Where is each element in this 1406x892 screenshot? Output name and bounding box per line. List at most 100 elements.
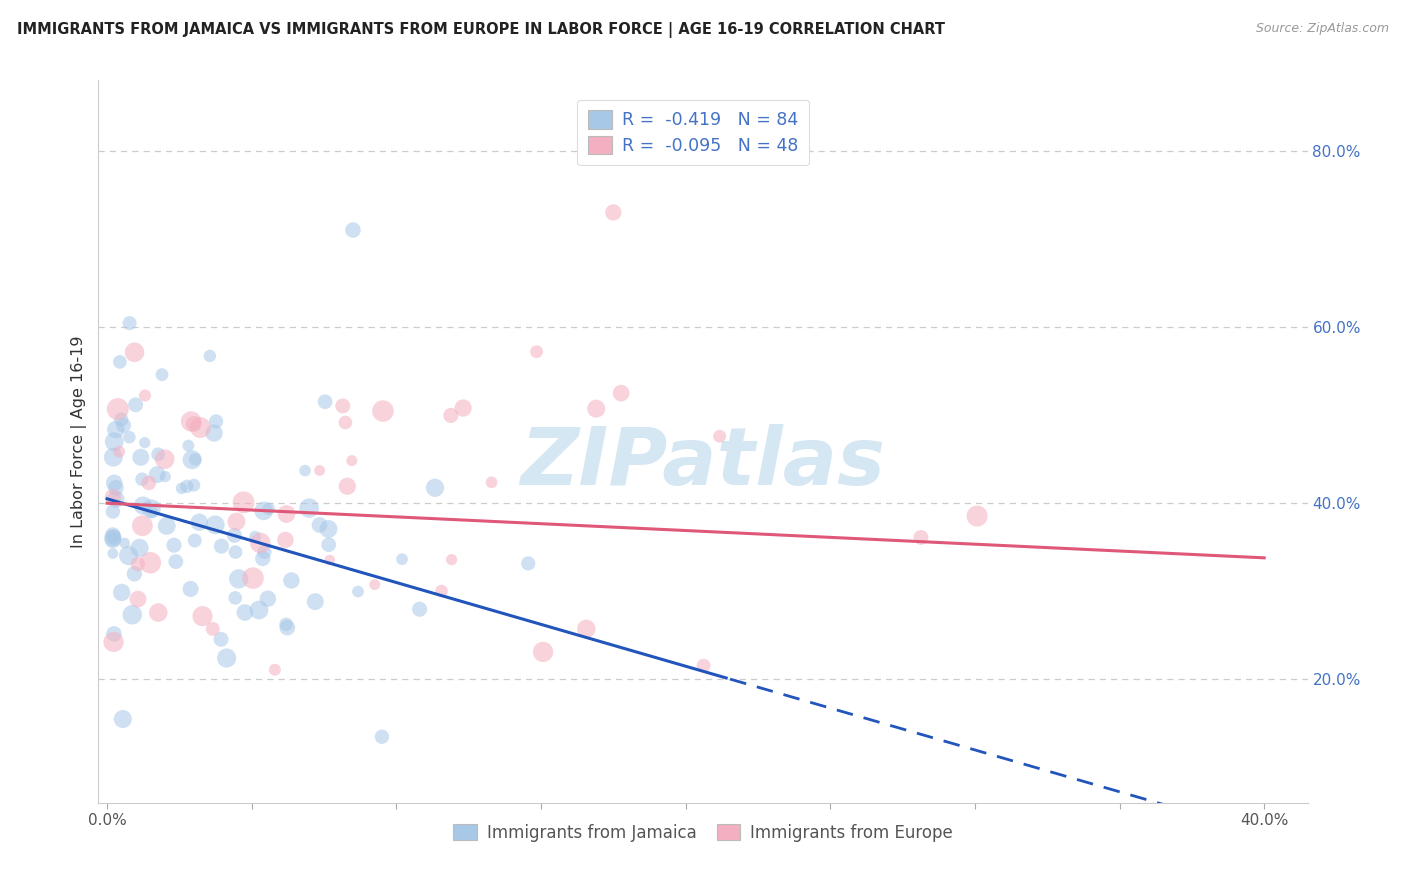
Point (342, 223, 364, 237)
Point (124, 566, 146, 581)
Point (198, 349, 221, 363)
Point (128, 541, 150, 555)
Point (408, 602, 430, 616)
Point (184, 533, 207, 548)
Point (253, 545, 276, 559)
Point (124, 345, 146, 359)
Point (181, 452, 204, 467)
Point (163, 538, 186, 552)
Point (184, 452, 207, 467)
Point (127, 592, 149, 607)
Point (228, 572, 250, 586)
Point (176, 479, 198, 493)
Text: IMMIGRANTS FROM JAMAICA VS IMMIGRANTS FROM EUROPE IN LABOR FORCE | AGE 16-19 COR: IMMIGRANTS FROM JAMAICA VS IMMIGRANTS FR… (17, 22, 945, 38)
Point (103, 627, 125, 641)
Point (276, 621, 298, 635)
Point (124, 398, 146, 412)
Point (318, 522, 340, 536)
Point (910, 530, 932, 544)
Point (276, 507, 298, 521)
Point (256, 591, 278, 606)
Point (335, 416, 357, 430)
Point (308, 464, 330, 478)
Point (215, 651, 238, 665)
Point (531, 645, 554, 659)
Point (180, 414, 202, 428)
Point (190, 420, 212, 434)
Point (101, 528, 124, 542)
Point (319, 553, 342, 567)
Point (107, 402, 129, 417)
Point (304, 594, 326, 608)
Point (108, 444, 131, 458)
Point (451, 401, 474, 415)
Point (104, 423, 127, 437)
Text: ZIPatlas: ZIPatlas (520, 425, 886, 502)
Text: Source: ZipAtlas.com: Source: ZipAtlas.com (1256, 22, 1389, 36)
Point (177, 439, 200, 453)
Point (131, 518, 153, 533)
Point (114, 536, 136, 550)
Point (118, 316, 141, 330)
Point (280, 574, 302, 588)
Point (101, 490, 124, 504)
Point (263, 663, 285, 677)
Point (709, 429, 731, 443)
Point (332, 399, 354, 413)
Point (298, 501, 321, 516)
Point (170, 481, 193, 495)
Point (243, 530, 266, 544)
Point (204, 517, 226, 532)
Point (201, 622, 224, 636)
Point (371, 404, 394, 418)
Point (103, 475, 125, 490)
Point (209, 539, 232, 553)
Point (104, 481, 127, 495)
Point (110, 412, 132, 426)
Point (371, 730, 394, 744)
Point (156, 519, 179, 533)
Point (391, 552, 413, 566)
Point (191, 609, 214, 624)
Point (141, 501, 163, 516)
Point (146, 467, 169, 482)
Legend: Immigrants from Jamaica, Immigrants from Europe: Immigrants from Jamaica, Immigrants from… (447, 817, 959, 848)
Point (364, 577, 387, 591)
Point (165, 555, 187, 569)
Point (209, 632, 232, 647)
Point (318, 538, 340, 552)
Point (134, 435, 156, 450)
Point (347, 584, 370, 599)
Point (111, 712, 134, 726)
Point (575, 622, 598, 636)
Point (314, 394, 336, 409)
Point (517, 557, 540, 571)
Point (153, 452, 176, 467)
Point (132, 499, 155, 513)
Point (202, 425, 225, 440)
Point (440, 552, 463, 566)
Point (183, 417, 205, 431)
Point (104, 492, 127, 507)
Point (274, 533, 297, 547)
Point (111, 585, 134, 599)
Point (225, 545, 247, 559)
Point (134, 388, 156, 402)
Point (139, 556, 162, 570)
Point (103, 635, 125, 649)
Point (526, 344, 548, 359)
Point (481, 475, 503, 490)
Point (294, 464, 316, 478)
Point (423, 481, 446, 495)
Y-axis label: In Labor Force | Age 16-19: In Labor Force | Age 16-19 (72, 335, 87, 548)
Point (249, 536, 271, 550)
Point (101, 533, 124, 547)
Point (274, 617, 297, 632)
Point (183, 478, 205, 492)
Point (340, 453, 363, 467)
Point (232, 495, 254, 509)
Point (585, 401, 607, 416)
Point (308, 518, 330, 533)
Point (155, 469, 177, 483)
Point (118, 430, 141, 444)
